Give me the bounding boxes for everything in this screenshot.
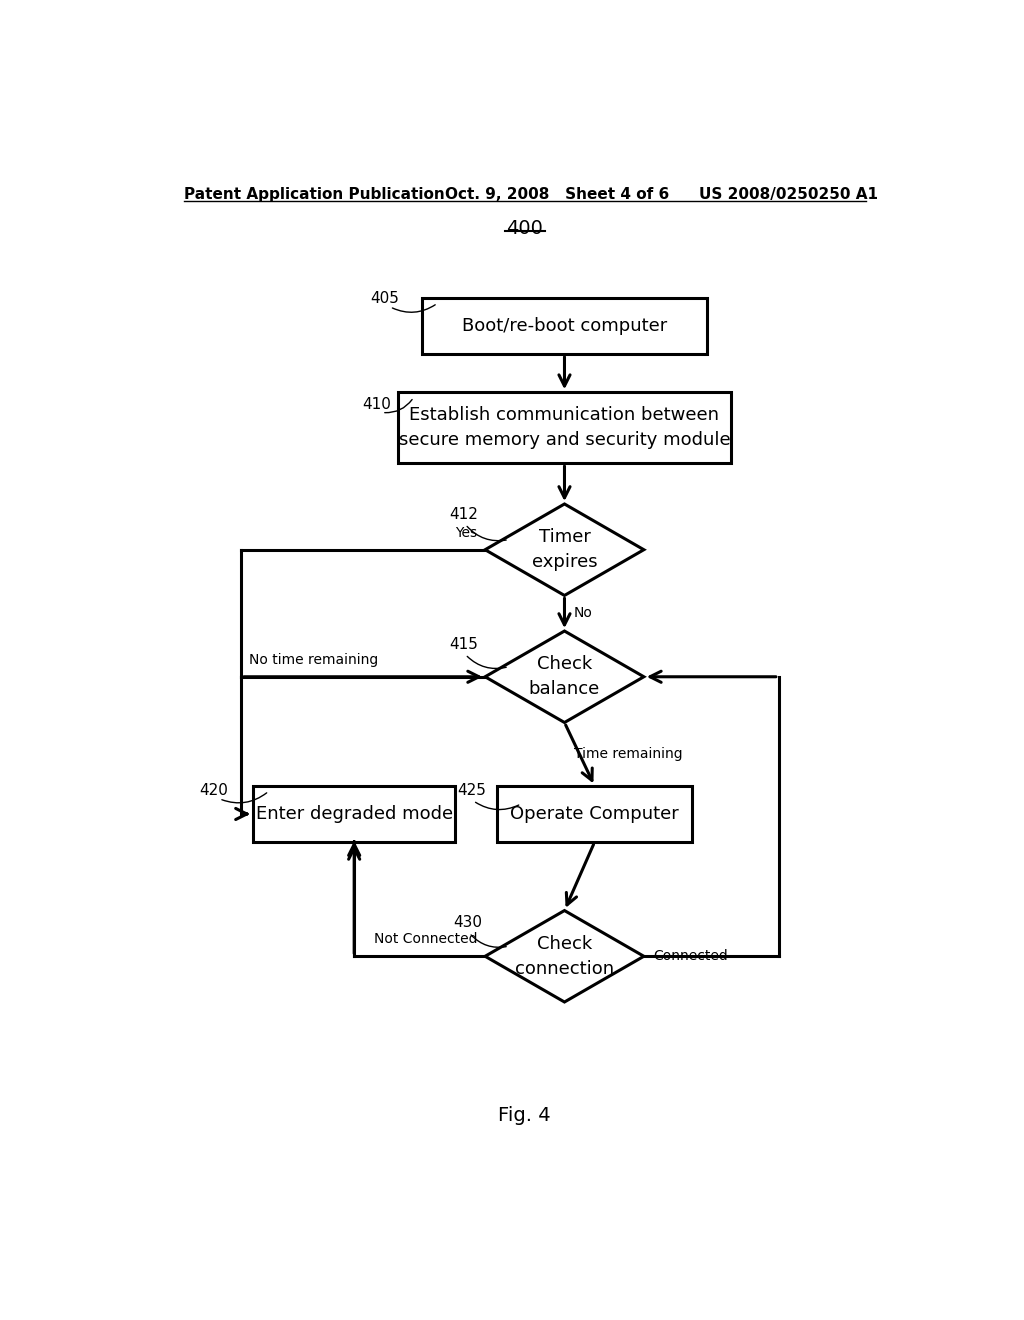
Text: US 2008/0250250 A1: US 2008/0250250 A1 xyxy=(699,187,879,202)
Bar xyxy=(253,785,456,842)
Text: 410: 410 xyxy=(362,397,391,412)
Text: Establish communication between
secure memory and security module: Establish communication between secure m… xyxy=(398,407,730,449)
Text: 425: 425 xyxy=(458,783,486,799)
Bar xyxy=(398,392,731,463)
Text: Timer
expires: Timer expires xyxy=(531,528,597,572)
Text: Operate Computer: Operate Computer xyxy=(510,805,679,822)
Text: Oct. 9, 2008   Sheet 4 of 6: Oct. 9, 2008 Sheet 4 of 6 xyxy=(445,187,670,202)
Text: Time remaining: Time remaining xyxy=(574,747,683,762)
Text: 405: 405 xyxy=(370,292,399,306)
Text: No: No xyxy=(574,606,593,620)
Text: Fig. 4: Fig. 4 xyxy=(499,1106,551,1126)
Text: Enter degraded mode: Enter degraded mode xyxy=(256,805,453,822)
Polygon shape xyxy=(485,631,644,722)
Text: Check
balance: Check balance xyxy=(528,655,600,698)
Text: 412: 412 xyxy=(450,507,478,521)
Text: Connected: Connected xyxy=(653,949,728,964)
Polygon shape xyxy=(485,504,644,595)
Text: No time remaining: No time remaining xyxy=(249,652,378,667)
Text: Patent Application Publication: Patent Application Publication xyxy=(183,187,444,202)
Text: Check
connection: Check connection xyxy=(515,935,614,978)
Text: 420: 420 xyxy=(200,783,228,799)
Text: Yes: Yes xyxy=(455,525,477,540)
Text: Boot/re-boot computer: Boot/re-boot computer xyxy=(462,317,667,335)
Bar xyxy=(422,298,708,354)
Text: 430: 430 xyxy=(454,915,482,931)
Text: 400: 400 xyxy=(506,219,544,239)
Bar xyxy=(498,785,692,842)
Polygon shape xyxy=(485,911,644,1002)
Text: 415: 415 xyxy=(450,636,478,652)
Text: Not Connected: Not Connected xyxy=(374,932,477,946)
